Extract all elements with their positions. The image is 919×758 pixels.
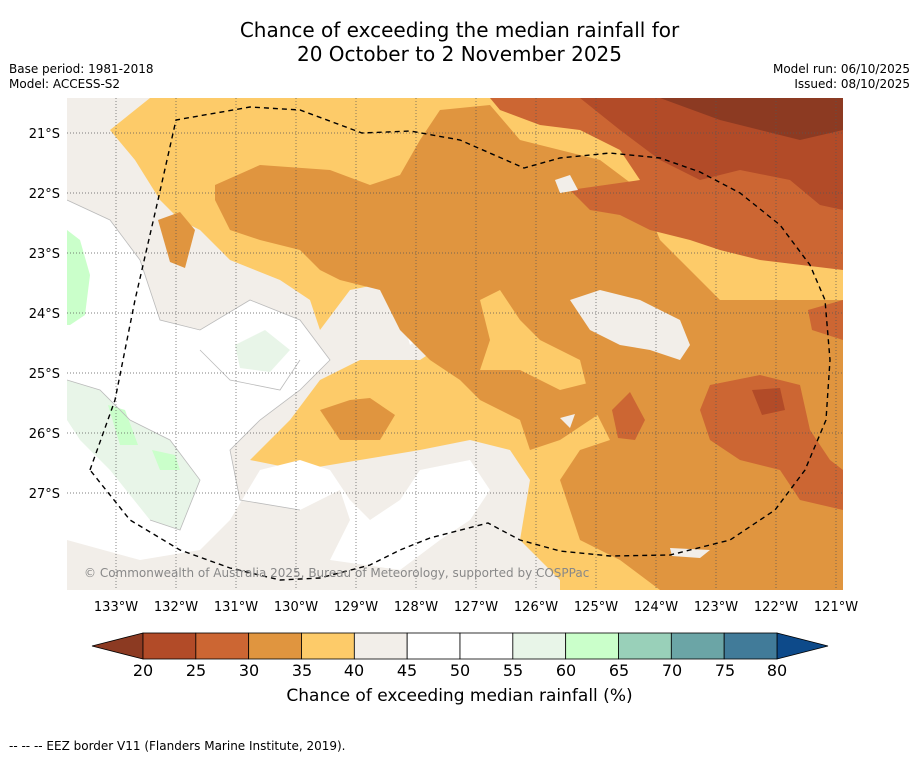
colorbar-tick: 75	[715, 661, 735, 680]
colorbar-tick: 65	[609, 661, 629, 680]
band-30-35-mid	[320, 398, 395, 440]
colorbar-tick: 40	[344, 661, 364, 680]
colorbar-tick: 60	[556, 661, 576, 680]
colorbar-bins	[142, 632, 778, 660]
band-60-65-patch	[108, 405, 138, 445]
band-below-20	[660, 98, 843, 140]
lon-label: 125°W	[574, 600, 618, 615]
pale-patch-2	[570, 290, 690, 360]
colorbar-bin	[618, 632, 672, 660]
lat-label: 22°S	[29, 187, 60, 202]
lat-label: 23°S	[29, 247, 60, 262]
colorbar-tick: 50	[450, 661, 470, 680]
colorbar-label: Chance of exceeding median rainfall (%)	[286, 686, 633, 706]
colorbar-bin	[565, 632, 619, 660]
title-line-1: Chance of exceeding the median rainfall …	[239, 18, 680, 42]
colorbar-tick: 80	[767, 661, 787, 680]
copyright-text: © Commonwealth of Australia 2025, Bureau…	[84, 566, 589, 580]
base-period: Base period: 1981-2018	[9, 62, 154, 76]
colorbar-low-arrow	[91, 632, 144, 660]
lat-label: 24°S	[29, 307, 60, 322]
colorbar-bin	[406, 632, 461, 660]
band-25-30-patch	[612, 392, 645, 440]
chart-title: Chance of exceeding the median rainfall …	[0, 18, 919, 66]
lon-label: 133°W	[94, 600, 138, 615]
model-run: Model run: 06/10/2025	[772, 62, 910, 76]
lon-label: 122°W	[754, 600, 798, 615]
colorbar-bin	[248, 632, 302, 660]
lat-label: 21°S	[29, 127, 60, 142]
base-period-info: Base period: 1981-2018 Model: ACCESS-S2	[9, 62, 154, 92]
lon-labels: 133°W 132°W 131°W 130°W 129°W 128°W 127°…	[94, 600, 858, 615]
colorbar-ticks: 20 25 30 35 40 45 50 55 60 65 70 75 80	[133, 661, 787, 680]
pale-patch-4	[670, 548, 710, 558]
lon-label: 128°W	[394, 600, 438, 615]
band-20-25-patch	[752, 388, 785, 415]
lat-label: 25°S	[29, 367, 60, 382]
lon-label: 126°W	[514, 600, 558, 615]
band-30-35-west	[158, 212, 195, 268]
band-25-30-edge	[808, 300, 843, 340]
band-30-35	[215, 105, 843, 590]
colorbar-bin	[301, 632, 355, 660]
band-55-60	[67, 380, 200, 530]
lon-label: 132°W	[154, 600, 198, 615]
graticule	[67, 98, 843, 590]
model-name: Model: ACCESS-S2	[9, 77, 121, 91]
colorbar-bin	[195, 632, 250, 660]
eez-footer-note: -- -- -- EEZ border V11 (Flanders Marine…	[9, 739, 346, 753]
colorbar-bin	[459, 632, 514, 660]
issued-date: Issued: 08/10/2025	[794, 77, 910, 91]
colorbar-bin	[723, 632, 778, 660]
colorbar-tick: 70	[662, 661, 682, 680]
lon-label: 123°W	[694, 600, 738, 615]
run-info: Model run: 06/10/2025 Issued: 08/10/2025	[773, 62, 910, 92]
lat-label: 27°S	[29, 487, 60, 502]
colorbar-tick: 30	[239, 661, 259, 680]
colorbar-high-arrow	[776, 632, 829, 660]
band-60-65	[67, 230, 90, 325]
band-25-30-east	[700, 375, 843, 510]
colorbar-bin	[353, 632, 408, 660]
band-60-65-patch-2	[152, 450, 180, 470]
colorbar-tick: 55	[503, 661, 523, 680]
lon-label: 130°W	[274, 600, 318, 615]
title-line-2: 20 October to 2 November 2025	[296, 42, 623, 66]
lon-label: 124°W	[634, 600, 678, 615]
colorbar-tick: 35	[292, 661, 312, 680]
pale-patch-1	[555, 175, 578, 193]
colorbar-tick: 25	[186, 661, 206, 680]
lon-label: 127°W	[454, 600, 498, 615]
contour-line-2	[199, 349, 301, 391]
colorbar-tick: 45	[397, 661, 417, 680]
colorbar-tick: 20	[133, 661, 153, 680]
pale-patch-3	[560, 414, 575, 428]
map-area: © Commonwealth of Australia 2025, Bureau…	[67, 98, 843, 590]
colorbar-bin	[512, 632, 567, 660]
lon-label: 131°W	[214, 600, 258, 615]
band-55-60-patch	[235, 330, 290, 372]
contour-line	[67, 199, 331, 511]
colorbar: 20 25 30 35 40 45 50 55 60 65 70 75 80	[91, 632, 829, 680]
lat-label: 26°S	[29, 427, 60, 442]
lon-label: 121°W	[814, 600, 858, 615]
eez-border	[89, 106, 831, 581]
lon-label: 129°W	[334, 600, 378, 615]
contour-line-3	[67, 379, 201, 531]
colorbar-bin	[670, 632, 725, 660]
lat-labels: 21°S 22°S 23°S 24°S 25°S 26°S 27°S	[29, 127, 60, 502]
colorbar-bin	[142, 632, 197, 660]
